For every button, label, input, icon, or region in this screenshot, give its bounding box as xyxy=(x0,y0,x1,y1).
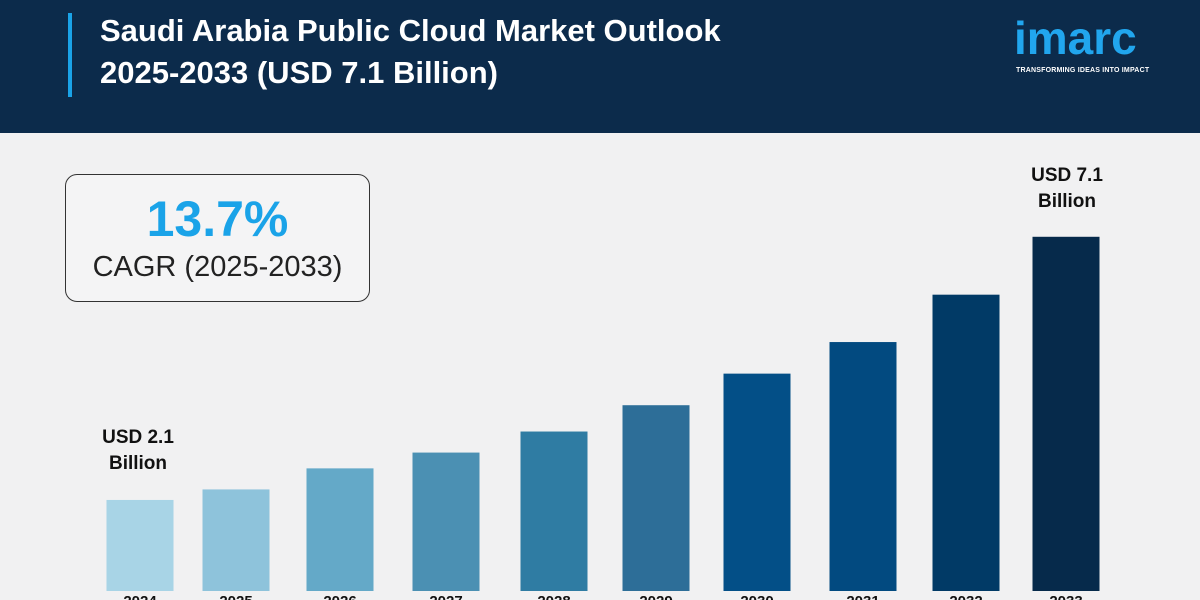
accent-bar xyxy=(68,13,72,97)
logo-tagline: TRANSFORMING IDEAS INTO IMPACT xyxy=(1016,67,1150,74)
header: Saudi Arabia Public Cloud Market Outlook… xyxy=(0,0,1200,133)
bar-2028 xyxy=(520,431,588,591)
data-label-last-unit: Billion xyxy=(1037,191,1097,212)
bar-2031 xyxy=(829,342,897,591)
bar-2030 xyxy=(723,373,791,591)
data-label-first: USD 2.1 Billion xyxy=(68,425,208,477)
bar-2024 xyxy=(106,499,174,591)
title-line-1: Saudi Arabia Public Cloud Market Outlook xyxy=(100,13,721,48)
bar-2025 xyxy=(202,489,270,591)
x-tick-label: 2027 xyxy=(429,593,462,600)
bar-2029 xyxy=(622,405,690,591)
title-line-2: 2025-2033 (USD 7.1 Billion) xyxy=(100,55,498,90)
data-label-first-unit: Billion xyxy=(108,453,168,474)
bar-2032 xyxy=(932,294,1000,591)
data-label-last: USD 7.1 Billion xyxy=(997,163,1137,215)
x-tick-label: 2025 xyxy=(219,593,252,600)
x-tick-label: 2024 xyxy=(123,593,157,600)
cagr-label: CAGR (2025-2033) xyxy=(92,251,343,283)
x-tick-label: 2029 xyxy=(639,593,672,600)
bar-2026 xyxy=(306,468,374,591)
bar-2033 xyxy=(1032,236,1100,591)
x-tick-label: 2030 xyxy=(740,593,773,600)
x-tick-label: 2032 xyxy=(949,593,982,600)
x-tick-label: 2031 xyxy=(846,593,879,600)
data-label-first-value: USD 2.1 xyxy=(102,427,174,448)
imarc-logo: imarc xyxy=(1014,12,1137,64)
cagr-box: 13.7% CAGR (2025-2033) xyxy=(65,174,370,302)
x-tick-label: 2028 xyxy=(537,593,570,600)
data-label-last-value: USD 7.1 xyxy=(1031,165,1103,186)
x-tick-label: 2026 xyxy=(323,593,356,600)
cagr-value: 13.7% xyxy=(146,191,289,247)
page-title: Saudi Arabia Public Cloud Market Outlook… xyxy=(100,10,900,94)
x-tick-label: 2033 xyxy=(1049,593,1082,600)
bar-2027 xyxy=(412,452,480,591)
